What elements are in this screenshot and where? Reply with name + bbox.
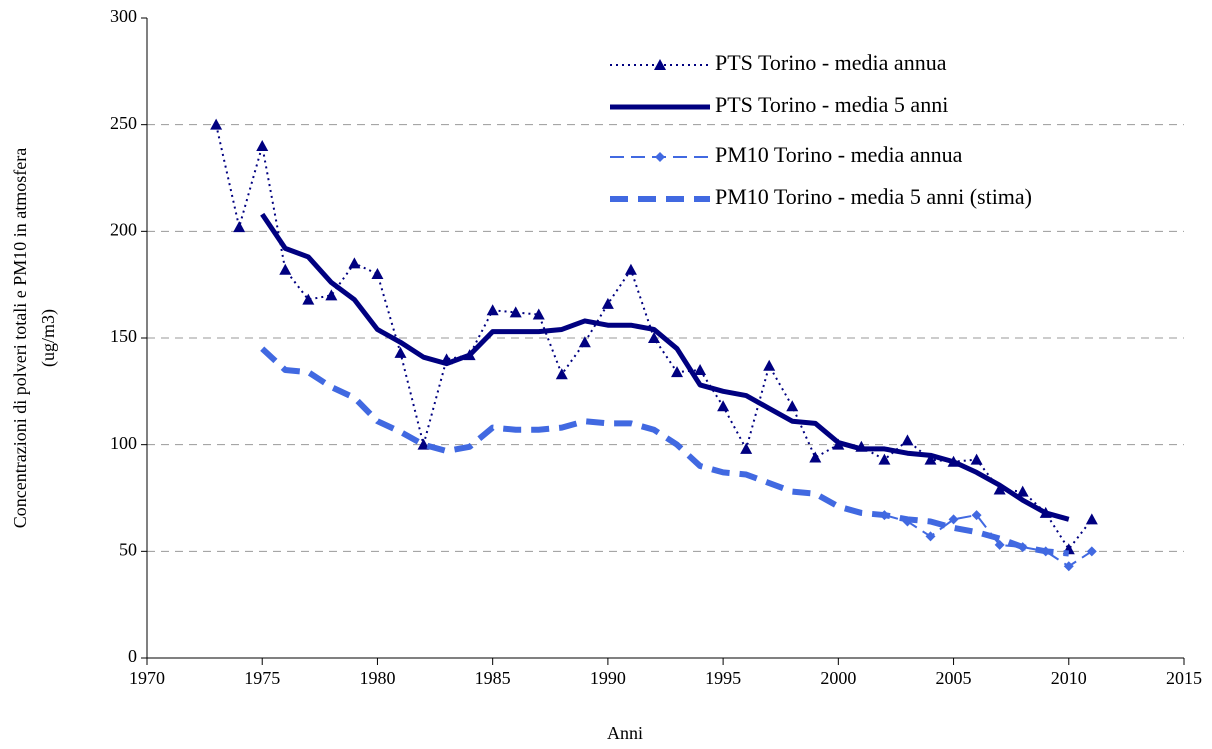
data-point xyxy=(717,400,730,412)
x-tick-label: 1995 xyxy=(705,668,741,688)
data-point xyxy=(325,289,338,301)
data-point xyxy=(694,364,707,375)
data-point xyxy=(371,268,384,279)
x-tick-label: 1990 xyxy=(590,668,626,688)
data-point xyxy=(279,263,292,275)
x-tick-label: 1970 xyxy=(129,668,165,688)
data-point xyxy=(348,257,361,269)
y-tick-label: 150 xyxy=(110,326,137,346)
series-line xyxy=(260,212,1070,522)
data-point xyxy=(647,332,660,343)
data-point xyxy=(901,434,914,446)
data-point xyxy=(509,306,522,318)
data-point xyxy=(1016,485,1029,497)
data-point xyxy=(624,263,637,275)
data-point xyxy=(994,539,1005,550)
series-line xyxy=(884,514,1093,568)
x-tick-label: 2000 xyxy=(820,668,856,688)
y-axis-label: Concentrazioni di polveri totali e PM10 … xyxy=(10,148,30,528)
y-tick-label: 100 xyxy=(110,433,137,453)
data-point xyxy=(417,438,430,450)
data-point xyxy=(601,297,614,309)
legend-label: PM10 Torino - media 5 anni (stima) xyxy=(715,184,1032,209)
y-tick-label: 0 xyxy=(128,646,137,666)
data-point xyxy=(993,483,1006,495)
data-point xyxy=(671,366,684,378)
legend-label: PTS Torino - media 5 anni xyxy=(715,92,948,117)
data-point xyxy=(740,442,753,454)
x-tick-label: 1980 xyxy=(359,668,395,688)
legend-marker xyxy=(654,59,666,70)
data-point xyxy=(878,453,891,465)
x-axis-label: Anni xyxy=(607,723,643,743)
x-tick-label: 1975 xyxy=(244,668,280,688)
data-point xyxy=(924,453,937,465)
y-tick-label: 200 xyxy=(110,219,137,239)
data-point xyxy=(256,140,269,151)
data-point xyxy=(1085,513,1098,525)
data-point xyxy=(578,336,591,348)
y-tick-label: 50 xyxy=(119,539,137,559)
data-point xyxy=(925,531,936,542)
data-point xyxy=(763,359,776,371)
data-point xyxy=(532,308,545,320)
legend-label: PM10 Torino - media annua xyxy=(715,142,963,167)
x-tick-label: 2010 xyxy=(1051,668,1087,688)
y-tick-label: 250 xyxy=(110,113,137,133)
data-point xyxy=(555,368,568,380)
series-line xyxy=(260,346,1070,557)
data-point xyxy=(302,293,315,305)
data-point xyxy=(486,304,499,316)
y-axis-label: (ug/m3) xyxy=(38,309,59,367)
data-point xyxy=(394,346,407,358)
data-point xyxy=(1063,561,1074,572)
data-point xyxy=(786,400,799,412)
data-point xyxy=(1086,546,1097,557)
legend-marker xyxy=(655,152,665,162)
data-point xyxy=(948,514,959,525)
data-point xyxy=(233,221,246,233)
data-point xyxy=(210,118,223,130)
x-tick-label: 2005 xyxy=(936,668,972,688)
y-tick-label: 300 xyxy=(110,6,137,26)
data-point xyxy=(971,510,982,521)
x-tick-label: 2015 xyxy=(1166,668,1202,688)
data-point xyxy=(809,451,822,463)
x-tick-label: 1985 xyxy=(475,668,511,688)
data-point xyxy=(970,453,983,465)
legend-label: PTS Torino - media annua xyxy=(715,50,947,75)
